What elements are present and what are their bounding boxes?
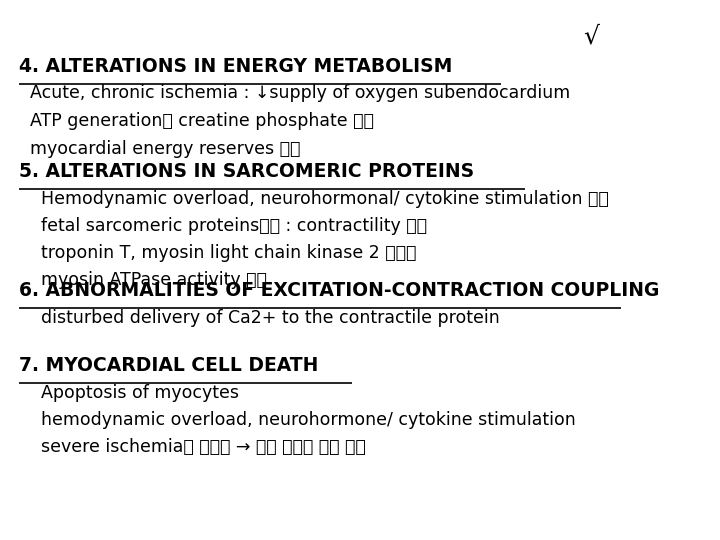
Text: 6. ABNORMALITIES OF EXCITATION-CONTRACTION COUPLING: 6. ABNORMALITIES OF EXCITATION-CONTRACTI… xyxy=(19,281,659,300)
Text: Apoptosis of myocytes: Apoptosis of myocytes xyxy=(19,384,238,402)
Text: √: √ xyxy=(583,24,599,48)
Text: 4. ALTERATIONS IN ENERGY METABOLISM: 4. ALTERATIONS IN ENERGY METABOLISM xyxy=(19,57,452,76)
Text: 7. MYOCARDIAL CELL DEATH: 7. MYOCARDIAL CELL DEATH xyxy=(19,356,318,375)
Text: myocardial energy reserves 감소: myocardial energy reserves 감소 xyxy=(19,140,300,158)
Text: Acute, chronic ischemia : ↓supply of oxygen subendocardium: Acute, chronic ischemia : ↓supply of oxy… xyxy=(19,84,570,102)
Text: severe ischemia로 유발되 → 생존 심근에 부하 증가: severe ischemia로 유발되 → 생존 심근에 부하 증가 xyxy=(19,438,365,456)
Text: fetal sarcomeric proteins발현 : contractility 저하: fetal sarcomeric proteins발현 : contractil… xyxy=(19,217,427,235)
Text: myosin ATPase activity 저하: myosin ATPase activity 저하 xyxy=(19,271,266,289)
Text: 5. ALTERATIONS IN SARCOMERIC PROTEINS: 5. ALTERATIONS IN SARCOMERIC PROTEINS xyxy=(19,162,474,181)
Text: hemodynamic overload, neurohormone/ cytokine stimulation: hemodynamic overload, neurohormone/ cyto… xyxy=(19,411,575,429)
Text: ATP generation과 creatine phosphate 감소: ATP generation과 creatine phosphate 감소 xyxy=(19,112,374,130)
Text: Hemodynamic overload, neurohormonal/ cytokine stimulation 으로: Hemodynamic overload, neurohormonal/ cyt… xyxy=(19,190,608,208)
Text: disturbed delivery of Ca2+ to the contractile protein: disturbed delivery of Ca2+ to the contra… xyxy=(19,309,500,327)
Text: troponin T, myosin light chain kinase 2 변화로: troponin T, myosin light chain kinase 2 … xyxy=(19,244,416,262)
